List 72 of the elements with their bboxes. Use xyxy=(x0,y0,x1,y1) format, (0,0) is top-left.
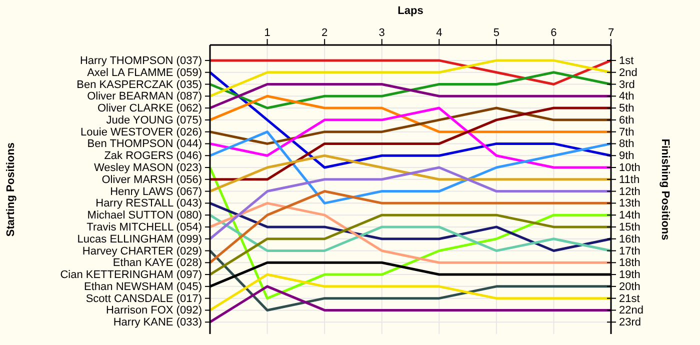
line-series xyxy=(208,166,612,240)
text: Oliver BEARMAN (087) xyxy=(87,90,202,103)
line-series xyxy=(208,190,612,264)
line-series xyxy=(208,106,612,181)
y2-tick-label: 21st xyxy=(619,292,640,305)
text: Henry LAWS (067) xyxy=(110,186,202,198)
y2-tick-label: 20th xyxy=(619,280,640,293)
y2-tick-label: 19th xyxy=(619,269,640,282)
line-series xyxy=(208,71,612,169)
line-series xyxy=(208,214,612,276)
y2-tick-label: 13th xyxy=(619,198,640,210)
x-tick-label: 5 xyxy=(493,27,500,39)
y2-tick-label: 11th xyxy=(619,174,640,186)
text: Ben KASPERCZAK (035) xyxy=(76,78,202,91)
text: Zak ROGERS (046) xyxy=(104,150,202,162)
text: Wesley MASON (023) xyxy=(94,162,202,174)
x-tick-label: 4 xyxy=(436,27,442,39)
x-axis-title: Laps xyxy=(398,5,424,17)
y2-tick-label: 14th xyxy=(619,210,640,222)
line-series xyxy=(208,154,612,193)
y2-tick-label: 22nd xyxy=(619,304,644,317)
x-tick-label: 7 xyxy=(608,27,614,39)
y2-tick-label: 8th xyxy=(619,138,634,150)
text: Lucas ELLINGHAM (099) xyxy=(77,233,202,246)
x-tick-label: 2 xyxy=(322,27,328,39)
y2-tick-label: 6th xyxy=(619,114,634,126)
line-series xyxy=(208,273,612,312)
text: Harvey CHARTER (029) xyxy=(82,245,202,258)
y2-tick-label: 23rd xyxy=(619,316,642,329)
line-series xyxy=(208,106,612,145)
y2-axis-title: Finishing Positions xyxy=(659,138,671,240)
x-tick-label: 6 xyxy=(550,27,557,39)
text: Jude YOUNG (075) xyxy=(106,114,202,126)
text: Harry THOMPSON (037) xyxy=(80,54,202,67)
text: Ethan KAYE (028) xyxy=(112,257,202,270)
y2-tick-label: 3rd xyxy=(619,78,635,91)
text: Starting Positions xyxy=(5,142,17,237)
line-series xyxy=(208,130,612,204)
y2-tick-label: 16th xyxy=(619,233,640,246)
text: Axel LA FLAMME (059) xyxy=(87,66,202,79)
y2-tick-label: 17th xyxy=(619,245,640,258)
text: Travis MITCHELL (054) xyxy=(86,221,202,234)
y2-tick-label: 12th xyxy=(619,186,640,198)
text: Ben THOMPSON (044) xyxy=(87,138,202,150)
text: Oliver CLARKE (062) xyxy=(97,102,202,115)
y2-tick-label: 4th xyxy=(619,90,634,103)
y2-tick-label: 18th xyxy=(619,257,640,270)
line-series xyxy=(208,202,612,264)
text: Scott CANSDALE (017) xyxy=(86,292,202,305)
x-tick-label: 1 xyxy=(264,27,270,39)
y2-tick-label: 7th xyxy=(619,126,634,138)
y2-tick-label: 2nd xyxy=(619,66,638,79)
line-series xyxy=(208,106,612,169)
line-series xyxy=(208,94,612,134)
text: Oliver MARSH (056) xyxy=(102,174,202,186)
text: Harry KANE (033) xyxy=(113,316,202,329)
y2-tick-label: 5th xyxy=(619,102,634,115)
line-series xyxy=(208,202,612,252)
y2-tick-label: 9th xyxy=(619,150,634,162)
line-series xyxy=(208,71,612,110)
line-series xyxy=(208,214,612,252)
y2-tick-label: 1st xyxy=(619,54,634,67)
text: Ethan NEWSHAM (045) xyxy=(84,280,202,293)
y2-tick-label: 10th xyxy=(619,162,640,174)
y2-tick-label: 15th xyxy=(619,221,640,234)
text: Michael SUTTON (080) xyxy=(87,210,202,222)
text: Harry RESTALL (043) xyxy=(96,198,202,210)
x-tick-label: 3 xyxy=(378,27,385,39)
line-series xyxy=(208,250,612,312)
text: Harrison FOX (092) xyxy=(106,304,202,317)
text: Louie WESTOVER (026) xyxy=(80,126,202,138)
text: Cian KETTERINGHAM (097) xyxy=(60,269,202,282)
